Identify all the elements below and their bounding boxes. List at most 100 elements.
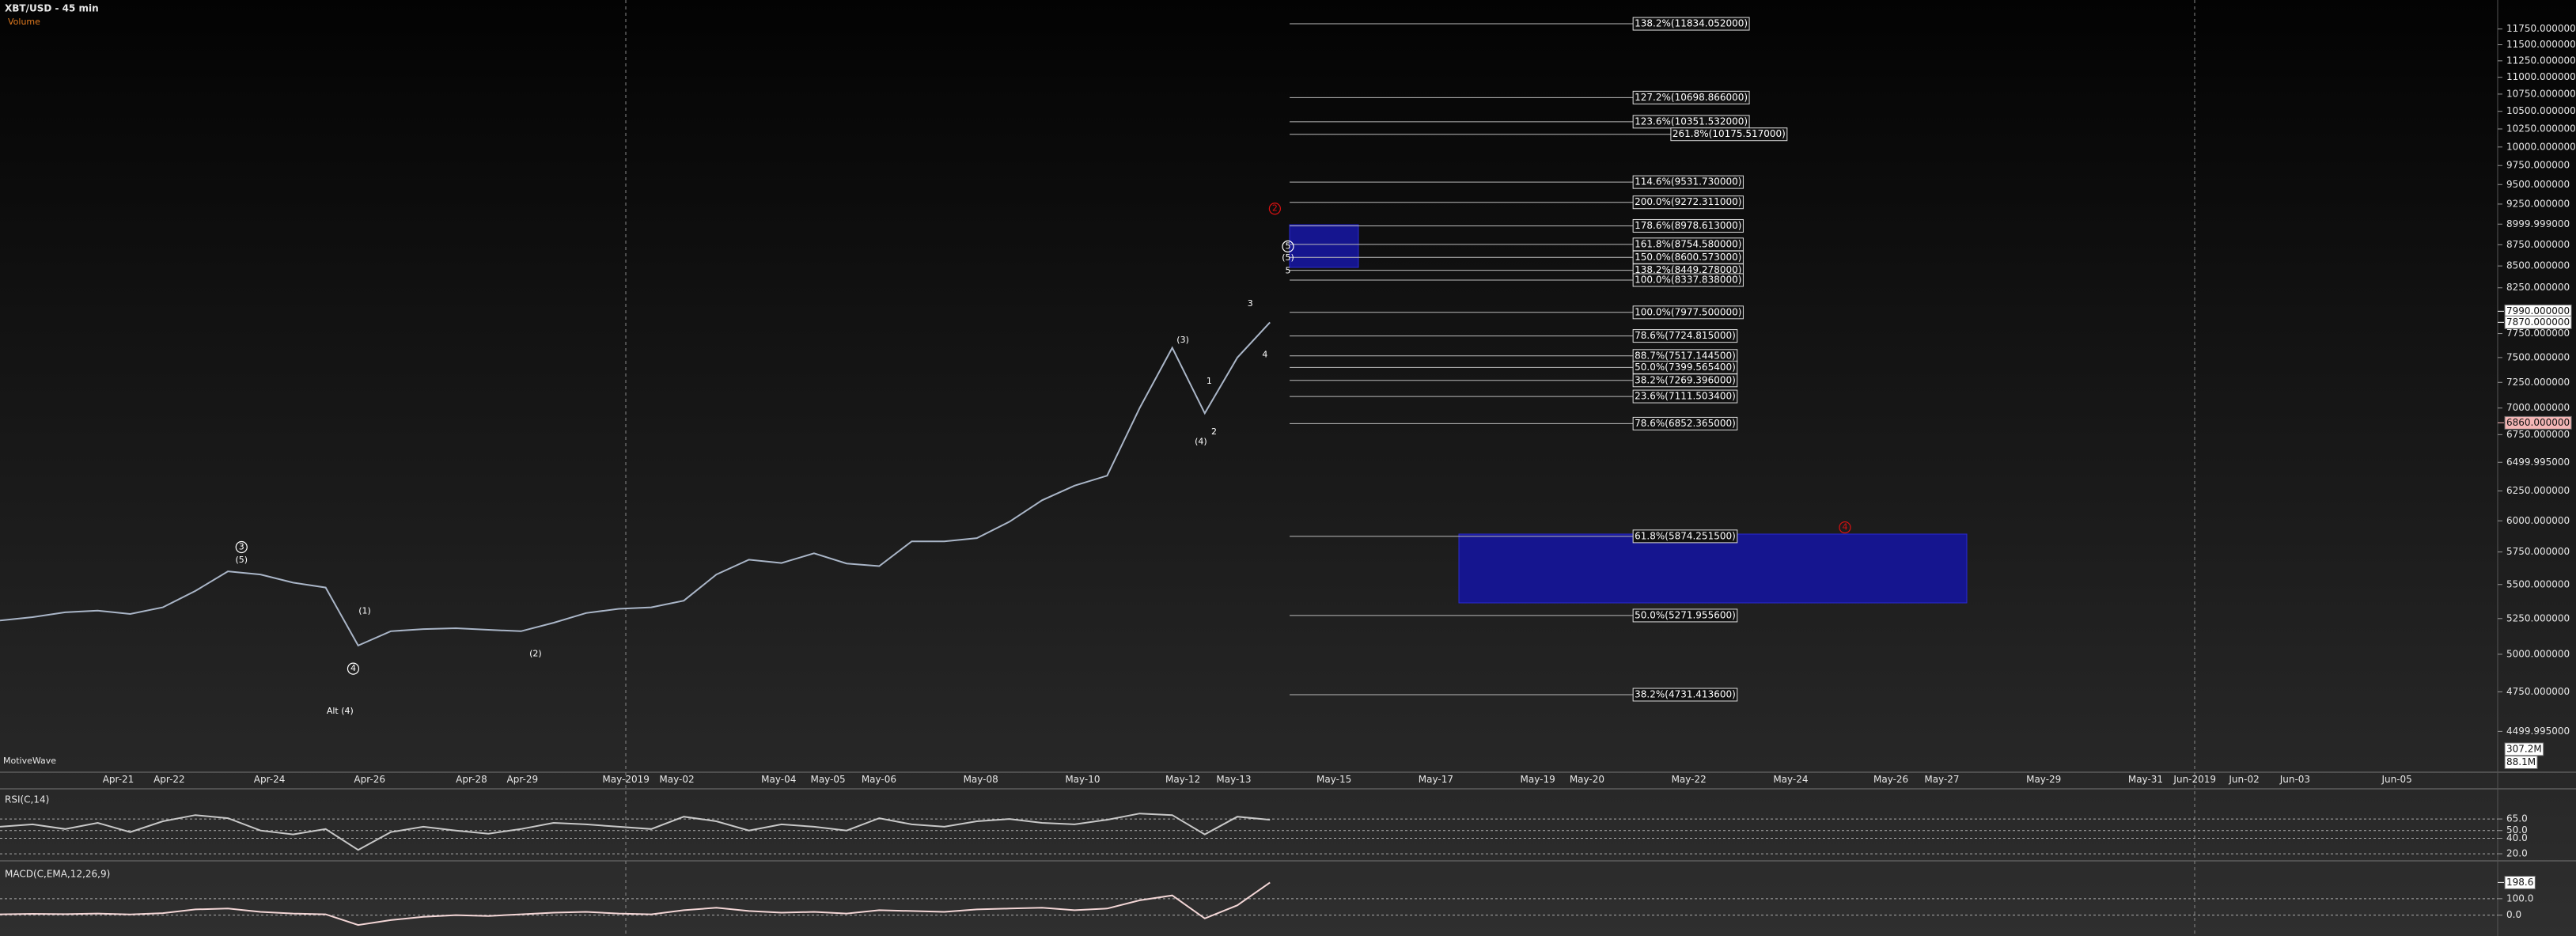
fib-label: 261.8%(10175.517000) [1673,128,1786,139]
y-tick-label: 8250.000000 [2506,282,2570,293]
series-line [0,881,1271,927]
x-tick-label: May-10 [1065,774,1100,785]
y-tick-label: 11000.000000 [2506,71,2576,82]
y-tick-label: 8750.000000 [2506,239,2570,250]
y-tick-label: 10750.000000 [2506,88,2576,99]
y-tick-label: 0.0 [2506,909,2521,920]
wave-label: 3 [1248,298,1253,309]
panel-title: RSI(C,14) [5,794,49,805]
x-tick-label: May-04 [761,774,796,785]
x-tick-label: Apr-28 [456,774,487,785]
wave-label: (4) [1195,437,1207,447]
wave-label: (2) [529,648,542,658]
fib-label: 123.6%(10351.532000) [1635,116,1748,127]
fib-label: 138.2%(11834.052000) [1635,18,1748,29]
x-tick-label: Jun-05 [2381,774,2411,785]
volume-label: 88.1M [2506,756,2536,767]
wave-label: Alt (4) [327,706,354,716]
x-tick-label: Apr-26 [354,774,385,785]
y-tick-label: 6750.000000 [2506,429,2570,440]
fib-label-box [1632,608,1738,623]
x-tick-label: Apr-21 [103,774,134,785]
wave-label: (3) [1176,335,1189,345]
wave-label: 1 [1207,376,1212,386]
wave-label: 5 [1286,241,1291,251]
x-tick-label: May-02 [659,774,694,785]
wave-label: 4 [1262,350,1267,360]
x-tick-label: May-20 [1570,774,1604,785]
fib-label-box [1632,389,1738,404]
x-tick-label: Jun-02 [2228,774,2259,785]
x-tick-label: May-29 [2026,774,2061,785]
x-tick-label: Jun-2019 [2173,774,2216,785]
fib-label: 38.2%(4731.413600) [1635,688,1736,699]
x-tick-label: May-13 [1216,774,1251,785]
y-tick-label: 11250.000000 [2506,55,2576,66]
wave-circle [1839,521,1851,534]
price-marker-box [2504,315,2572,329]
y-tick-label: 6000.000000 [2506,515,2570,526]
fib-label-box [1632,688,1738,702]
wave-label: 2 [1211,426,1217,437]
x-tick-label: May-08 [964,774,998,785]
x-tick-label: Apr-24 [254,774,286,785]
fib-label: 78.6%(6852.365000) [1635,418,1736,429]
price-marker: 6860.000000 [2506,417,2570,428]
y-tick-label: 5500.000000 [2506,578,2570,589]
fib-label: 200.0%(9272.311000) [1635,196,1741,207]
wave-circle [235,540,248,554]
x-tick-label: May-26 [1873,774,1908,785]
wave-label: (1) [358,605,371,616]
y-tick-label: 6250.000000 [2506,485,2570,496]
price-marker-box [2504,415,2572,430]
fib-label-box [1632,175,1744,189]
x-tick-label: May-06 [862,774,896,785]
y-tick-label: 9500.000000 [2506,179,2570,190]
fib-label-box [1670,127,1788,142]
fib-label: 50.0%(5271.955600) [1635,609,1736,620]
y-tick-label: 5000.000000 [2506,648,2570,659]
y-tick-label: 20.0 [2506,848,2528,859]
y-tick-label: 100.0 [2506,892,2533,904]
fib-label: 114.6%(9531.730000) [1635,176,1741,188]
y-tick-label: 10250.000000 [2506,123,2576,134]
fib-label-box [1632,195,1744,210]
fib-label: 178.6%(8978.613000) [1635,220,1741,231]
fib-label-box [1632,416,1738,430]
fib-label: 88.7%(7517.144500) [1635,350,1736,361]
price-marker-box [2504,875,2536,889]
fib-label-box [1632,329,1738,343]
price-marker: 7870.000000 [2506,316,2570,328]
x-tick-label: May-22 [1672,774,1707,785]
target-zone [1458,533,1968,604]
fib-label: 127.2%(10698.866000) [1635,92,1748,103]
fib-label-box [1632,218,1744,233]
fib-label-box [1632,90,1750,104]
series-line [0,813,1271,851]
y-tick-label: 9250.000000 [2506,198,2570,209]
y-tick-label: 8500.000000 [2506,260,2570,271]
y-tick-label: 7500.000000 [2506,351,2570,362]
x-tick-label: May-2019 [602,774,649,785]
x-tick-label: Jun-03 [2279,774,2310,785]
fib-label-box [1632,273,1744,287]
x-tick-label: Apr-29 [507,774,539,785]
y-tick-label: 40.0 [2506,832,2528,843]
panel-title: MACD(C,EMA,12,26,9) [5,869,110,880]
x-tick-label: May-24 [1773,774,1808,785]
study-label: Volume [8,17,40,27]
wave-circle [1268,203,1281,215]
wave-label: 4 [1842,522,1847,532]
wave-label: 2 [1272,203,1278,214]
y-tick-label: 4499.995000 [2506,726,2570,737]
volume-label-box [2504,756,2538,770]
wave-label: 5 [1286,266,1291,276]
y-tick-label: 7000.000000 [2506,402,2570,413]
price-marker: 7990.000000 [2506,305,2570,316]
y-tick-label: 5750.000000 [2506,546,2570,557]
wave-label: (5) [1282,252,1294,263]
y-tick-label: 11500.000000 [2506,39,2576,50]
